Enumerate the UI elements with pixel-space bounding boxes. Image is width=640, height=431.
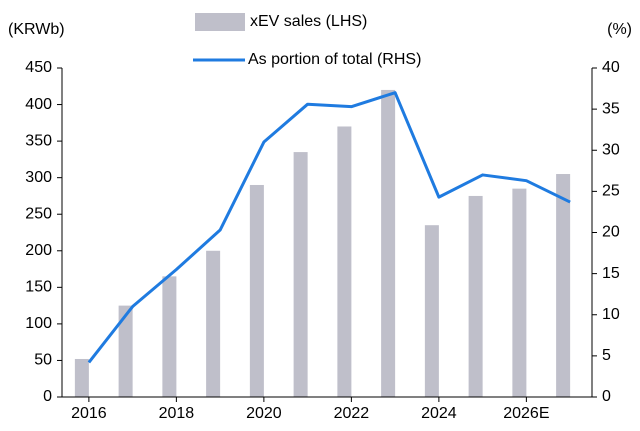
bar	[293, 152, 308, 397]
y-tick-label: 350	[25, 132, 52, 149]
bar	[118, 305, 133, 397]
bar	[468, 195, 483, 397]
y2-tick-label: 15	[602, 265, 620, 282]
y-tick-label: 250	[25, 205, 52, 222]
bar	[74, 358, 89, 397]
x-tick-label: 2024	[421, 405, 457, 422]
x-tick-label: 2022	[334, 405, 370, 422]
bar	[424, 225, 439, 397]
bar	[249, 184, 264, 397]
bar	[556, 174, 571, 397]
y-tick-label: 200	[25, 242, 52, 259]
y2-tick-label: 10	[602, 306, 620, 323]
bar	[206, 250, 221, 397]
y2-axis-label: (%)	[607, 21, 632, 38]
y2-tick-label: 40	[602, 59, 620, 76]
y-tick-label: 50	[34, 352, 52, 369]
y2-tick-label: 25	[602, 183, 620, 200]
y-tick-label: 300	[25, 169, 52, 186]
legend-label: As portion of total (RHS)	[248, 51, 421, 68]
x-tick-label: 2026E	[503, 405, 549, 422]
bar	[162, 276, 177, 397]
y-tick-label: 150	[25, 279, 52, 296]
y-tick-label: 100	[25, 315, 52, 332]
y-axis-label: (KRWb)	[8, 21, 65, 38]
y-tick-label: 400	[25, 96, 52, 113]
y-tick-label: 0	[43, 388, 52, 405]
y-tick-label: 450	[25, 59, 52, 76]
y2-tick-label: 5	[602, 347, 611, 364]
bar	[381, 89, 396, 397]
line-series	[87, 91, 571, 364]
bar	[337, 126, 352, 397]
x-tick-label: 2020	[246, 405, 282, 422]
y2-tick-label: 35	[602, 100, 620, 117]
x-tick-label: 2018	[159, 405, 195, 422]
legend-swatch-bar	[195, 13, 245, 31]
y2-tick-label: 0	[602, 388, 611, 405]
y2-tick-label: 20	[602, 224, 620, 241]
x-tick-label: 2016	[71, 405, 107, 422]
y2-tick-label: 30	[602, 141, 620, 158]
bar	[512, 188, 527, 397]
legend-label: xEV sales (LHS)	[250, 13, 367, 30]
